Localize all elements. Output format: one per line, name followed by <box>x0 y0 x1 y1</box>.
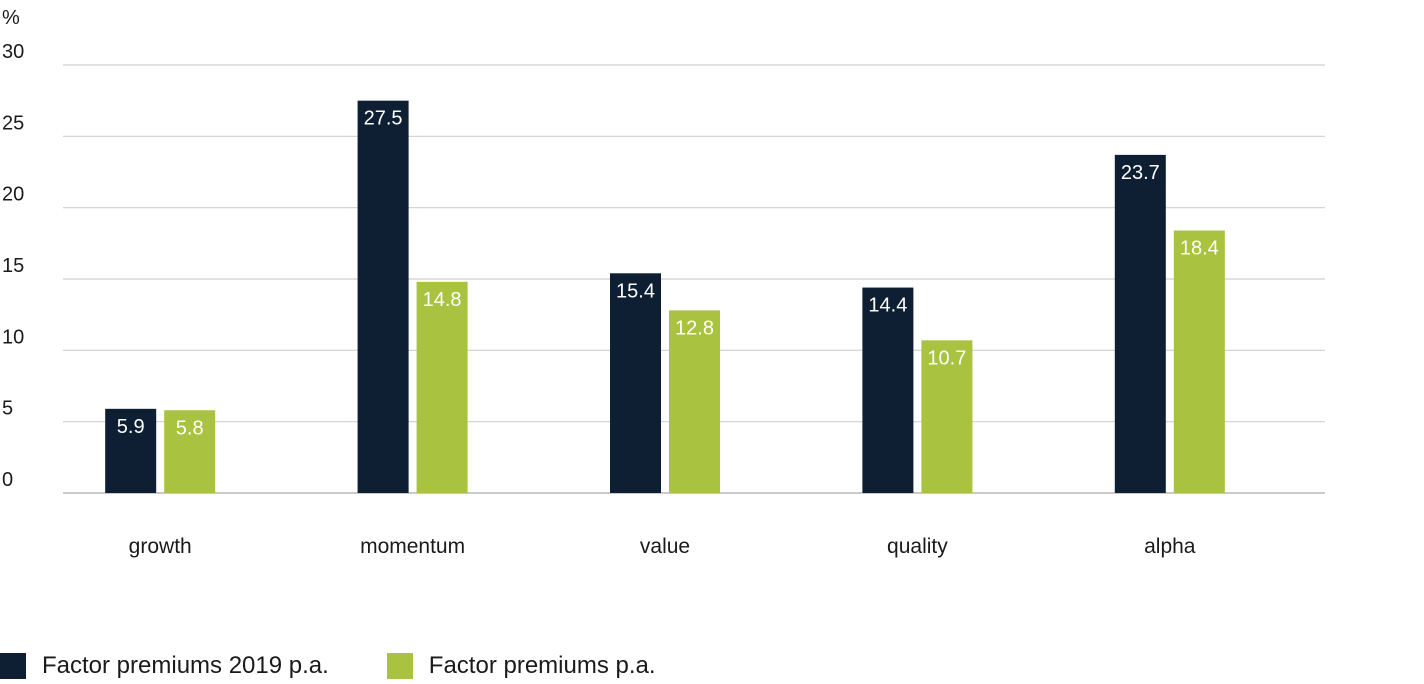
x-label-momentum: momentum <box>360 535 465 558</box>
legend-swatch-series-1 <box>386 653 413 679</box>
y-unit-label: % <box>2 7 20 29</box>
data-label-growth-series-0: 5.9 <box>117 416 145 438</box>
data-label-quality-series-0: 14.4 <box>868 295 907 317</box>
x-label-quality: quality <box>887 535 948 558</box>
data-label-value-series-1: 12.8 <box>675 317 714 339</box>
x-label-growth: growth <box>129 535 192 558</box>
x-label-alpha: alpha <box>1144 535 1196 558</box>
legend-item-series-0: Factor premiums 2019 p.a. <box>0 652 329 680</box>
legend-label-series-0: Factor premiums 2019 p.a. <box>42 652 329 679</box>
bar-momentum-series-1 <box>416 281 468 493</box>
y-tick-label: 0 <box>2 469 13 491</box>
bar-growth-series-1 <box>164 410 216 493</box>
bars <box>105 100 1225 494</box>
y-tick-label: 10 <box>2 326 24 348</box>
y-tick-label: 30 <box>2 41 24 63</box>
data-label-value-series-0: 15.4 <box>616 280 655 302</box>
y-tick-label: 20 <box>2 184 24 206</box>
data-label-momentum-series-1: 14.8 <box>423 289 462 311</box>
bar-quality-series-1 <box>921 340 973 493</box>
data-label-momentum-series-0: 27.5 <box>364 108 403 130</box>
legend-item-series-1: Factor premiums p.a. <box>386 652 656 680</box>
data-labels: 5.9 5.8 27.5 14.8 15.4 12.8 14.4 10.7 23.7 18.4 <box>117 108 1219 440</box>
y-tick-label: 5 <box>2 398 13 420</box>
x-label-value: value <box>640 535 690 558</box>
data-label-quality-series-1: 10.7 <box>927 347 966 369</box>
legend-swatch-series-0 <box>0 653 26 679</box>
bar-alpha-series-1 <box>1173 230 1225 493</box>
bar-alpha-series-0 <box>1114 154 1166 493</box>
data-label-growth-series-1: 5.8 <box>176 417 204 439</box>
data-label-alpha-series-1: 18.4 <box>1180 237 1219 259</box>
y-tick-label: 15 <box>2 255 24 277</box>
bar-quality-series-0 <box>862 287 914 493</box>
bar-value-series-0 <box>610 273 661 493</box>
legend-label-series-1: Factor premiums p.a. <box>428 652 656 679</box>
bar-momentum-series-0 <box>357 100 409 494</box>
legend: Factor premiums 2019 p.a. Factor premium… <box>0 648 714 684</box>
y-tick-label: 25 <box>2 112 24 134</box>
bar-chart: % 0 5 10 15 20 25 30 5.9 5.8 27.5 14.8 15.4 12.8 14.… <box>2 7 1325 558</box>
bar-growth-series-0 <box>105 408 157 493</box>
data-label-alpha-series-0: 23.7 <box>1121 162 1160 184</box>
x-category-labels: growth momentum value quality alpha <box>129 535 1196 558</box>
bar-value-series-1 <box>669 310 720 493</box>
y-tick-labels: 0 5 10 15 20 25 30 <box>2 41 24 491</box>
